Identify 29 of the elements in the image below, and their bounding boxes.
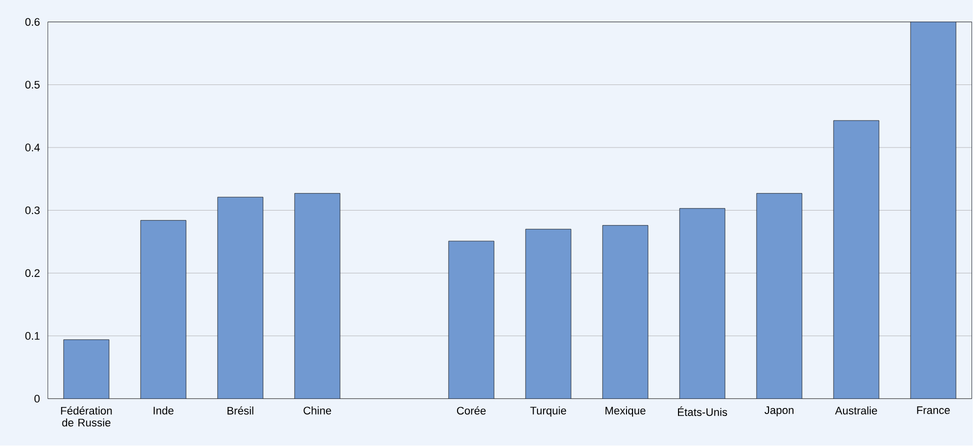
y-tick-label: 0.5 xyxy=(25,81,40,89)
x-tick-label: Mexique xyxy=(606,406,646,417)
bar xyxy=(525,229,572,399)
y-tick-label: 0.6 xyxy=(25,18,40,26)
bar xyxy=(833,120,880,399)
y-tick-label: 0.3 xyxy=(25,206,40,214)
bar xyxy=(217,197,264,399)
bar xyxy=(63,340,110,399)
x-tick-label: Inde xyxy=(154,406,174,415)
y-tick-label: 0.2 xyxy=(25,269,40,278)
x-tick-label: Australie xyxy=(835,406,878,415)
x-tick-label: États-Unis xyxy=(678,406,728,416)
x-tick-label: Fédération de Russie xyxy=(61,406,112,427)
y-tick-label: 0 xyxy=(34,395,40,403)
x-tick-label: France xyxy=(917,406,950,414)
bar xyxy=(140,220,186,399)
x-tick-label: Brésil xyxy=(228,406,254,415)
y-tick-label: 0.4 xyxy=(25,144,40,152)
x-tick-label: Turquie xyxy=(530,406,566,417)
bar xyxy=(294,193,340,399)
bar xyxy=(910,22,956,399)
bar xyxy=(679,208,726,399)
bar xyxy=(602,225,648,399)
y-tick-label: 0.1 xyxy=(25,332,40,340)
x-tick-label: Corée xyxy=(456,406,486,415)
x-tick-label: Japon xyxy=(764,406,794,416)
bar xyxy=(756,193,802,399)
bar xyxy=(448,241,494,399)
x-tick-label: Chine xyxy=(304,406,332,415)
